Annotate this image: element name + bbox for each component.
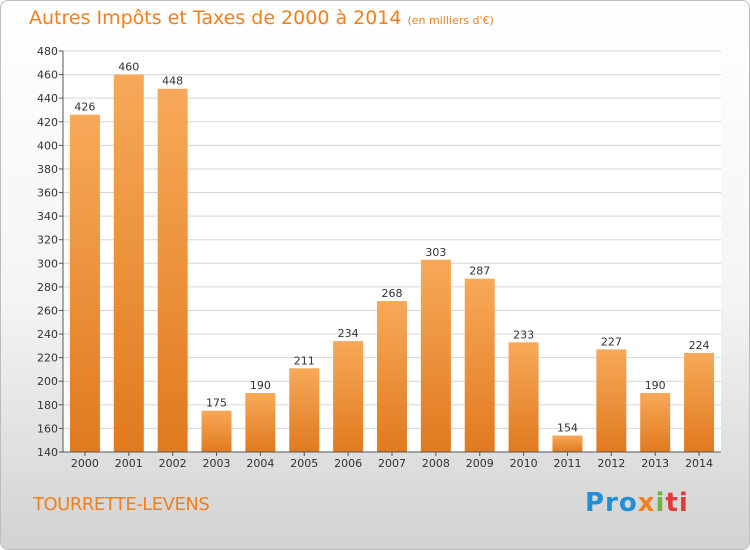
bar [552,435,583,452]
bar-value-label: 211 [294,354,315,367]
y-tick-label: 460 [37,69,58,82]
bar [69,114,100,452]
x-tick-label: 2011 [553,457,581,470]
x-tick-label: 2012 [597,457,625,470]
y-tick-label: 380 [37,163,58,176]
x-tick-label: 2006 [334,457,362,470]
logo-part-1: Pro [585,488,638,518]
bar-value-label: 234 [338,327,359,340]
bar-value-label: 303 [425,246,446,259]
bar [113,74,144,453]
bars: 426 460 448 175 190 211 234 268 303 287 233 154 227 1… [69,61,715,453]
chart-title-text: Autres Impôts et Taxes de 2000 à 2014 [29,7,402,29]
x-tick-label: 2009 [466,457,494,470]
bar-value-label: 175 [206,397,227,410]
y-tick-label: 260 [37,304,58,317]
y-tick-label: 240 [37,328,58,341]
x-tick-label: 2004 [246,457,274,470]
bar [333,341,364,452]
y-tick-label: 320 [37,234,58,247]
bar [377,301,407,452]
bar-value-label: 190 [645,379,666,392]
y-tick-label: 140 [37,446,58,459]
bar-value-label: 268 [382,287,403,300]
y-tick-label: 480 [37,45,58,58]
x-tick-label: 2000 [71,457,99,470]
bar-value-label: 190 [250,379,271,392]
y-tick-label: 400 [37,139,58,152]
axes: 140 160 180 200 220 240 260 280 300 320 340 360 380 4… [37,45,721,470]
bar [464,278,495,452]
logo-part-2: x [637,488,656,518]
bar [640,393,671,452]
y-tick-label: 160 [37,422,58,435]
bar-value-label: 448 [162,75,183,88]
bar [201,410,232,452]
x-tick-label: 2005 [290,457,318,470]
bar [245,393,276,452]
logo-part-4: ti [665,488,689,518]
bar-value-label: 426 [74,101,95,114]
y-tick-label: 220 [37,352,58,365]
x-tick-label: 2014 [685,457,713,470]
x-tick-label: 2013 [641,457,669,470]
y-tick-label: 360 [37,187,58,200]
bar-value-label: 233 [513,328,534,341]
x-tick-label: 2002 [159,457,187,470]
bar [508,342,539,452]
x-tick-label: 2003 [203,457,231,470]
x-tick-label: 2010 [510,457,538,470]
bar-value-label: 287 [469,265,490,278]
proxiti-logo: Proxiti [585,488,689,518]
bar [596,349,627,452]
x-tick-label: 2007 [378,457,406,470]
logo-part-3: i [655,488,666,518]
y-tick-label: 420 [37,116,58,129]
y-tick-label: 280 [37,281,58,294]
y-tick-label: 440 [37,92,58,105]
y-tick-label: 340 [37,210,58,223]
bar-value-label: 224 [689,339,710,352]
x-tick-label: 2001 [115,457,143,470]
x-tick-label: 2008 [422,457,450,470]
bar-value-label: 460 [118,61,139,74]
y-tick-label: 200 [37,375,58,388]
bar [289,368,320,452]
chart-subtitle: (en milliers d'€) [407,14,494,27]
bar [684,352,715,452]
bar-value-label: 227 [601,335,622,348]
bar [420,259,451,452]
bar [157,88,188,452]
y-tick-label: 180 [37,399,58,412]
bar-value-label: 154 [557,421,578,434]
chart-title: Autres Impôts et Taxes de 2000 à 2014 (en… [29,7,494,29]
location-label: TOURRETTE-LEVENS [33,494,210,515]
y-tick-label: 300 [37,257,58,270]
